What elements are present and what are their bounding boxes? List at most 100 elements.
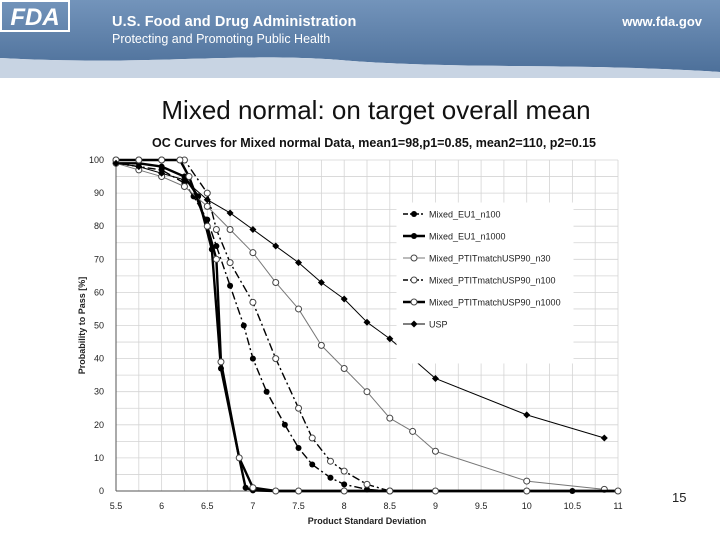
data-point xyxy=(340,295,348,303)
y-tick-label: 30 xyxy=(94,387,104,397)
legend-label: Mixed_EU1_n1000 xyxy=(429,232,506,242)
legend-swatch-marker xyxy=(410,254,418,262)
data-point xyxy=(281,421,288,428)
y-tick-label: 90 xyxy=(94,188,104,198)
y-tick-label: 40 xyxy=(94,354,104,364)
data-point xyxy=(185,173,193,181)
data-point xyxy=(263,388,270,395)
data-point xyxy=(249,355,256,362)
data-point xyxy=(180,182,188,190)
data-point xyxy=(431,447,439,455)
data-point xyxy=(295,404,303,412)
data-point xyxy=(341,481,348,488)
legend-swatch-marker xyxy=(411,233,417,239)
data-point xyxy=(212,255,220,263)
data-point xyxy=(326,457,334,465)
y-axis-label: Probability to Pass [%] xyxy=(77,277,87,375)
legend-label: Mixed_PTITmatchUSP90_n100 xyxy=(429,276,556,286)
x-tick-label: 10 xyxy=(522,501,532,511)
data-point xyxy=(249,249,257,257)
chart-title: OC Curves for Mixed normal Data, mean1=9… xyxy=(152,136,596,150)
data-point xyxy=(295,444,302,451)
data-point xyxy=(386,414,394,422)
data-point xyxy=(409,427,417,435)
data-point xyxy=(523,487,531,495)
data-point xyxy=(249,226,257,234)
data-point xyxy=(226,259,234,267)
data-point xyxy=(249,484,257,492)
data-point xyxy=(249,298,257,306)
data-point xyxy=(226,209,234,217)
data-point xyxy=(295,487,303,495)
website-link[interactable]: www.fda.gov xyxy=(622,14,702,29)
x-tick-label: 5.5 xyxy=(110,501,123,511)
data-point xyxy=(272,487,280,495)
series-5 xyxy=(112,156,622,495)
data-point xyxy=(614,487,622,495)
data-point xyxy=(363,318,371,326)
legend-label: Mixed_PTITmatchUSP90_n30 xyxy=(429,254,551,264)
x-tick-label: 6.5 xyxy=(201,501,214,511)
data-point xyxy=(158,169,166,177)
agency-name: U.S. Food and Drug Administration xyxy=(112,14,357,30)
data-point xyxy=(135,156,143,164)
data-point xyxy=(386,335,394,343)
data-point xyxy=(295,259,303,267)
data-point xyxy=(523,477,531,485)
data-point xyxy=(203,189,211,197)
data-point xyxy=(212,226,220,234)
data-point xyxy=(340,487,348,495)
x-axis-label: Product Standard Deviation xyxy=(308,516,427,526)
legend-swatch-marker xyxy=(411,211,417,217)
x-tick-label: 8.5 xyxy=(384,501,397,511)
banner-background xyxy=(0,0,720,78)
x-tick-label: 6 xyxy=(159,501,164,511)
data-point xyxy=(600,434,608,442)
data-point xyxy=(158,163,165,170)
x-tick-label: 8 xyxy=(342,501,347,511)
data-point xyxy=(340,365,348,373)
data-point xyxy=(272,355,280,363)
data-point xyxy=(523,411,531,419)
y-tick-label: 10 xyxy=(94,453,104,463)
data-point xyxy=(227,282,234,289)
y-tick-label: 100 xyxy=(89,155,104,165)
series-line xyxy=(115,162,390,492)
data-point xyxy=(272,242,280,250)
fda-logo-icon: FDA xyxy=(0,0,70,32)
data-point xyxy=(242,484,249,491)
slide-title: Mixed normal: on target overall mean xyxy=(161,95,591,125)
data-point xyxy=(240,322,247,329)
x-tick-label: 7 xyxy=(250,501,255,511)
x-tick-label: 9.5 xyxy=(475,501,488,511)
x-tick-label: 7.5 xyxy=(292,501,305,511)
data-point xyxy=(317,278,325,286)
data-point xyxy=(226,226,234,234)
legend-label: Mixed_PTITmatchUSP90_n1000 xyxy=(429,298,561,308)
y-tick-label: 70 xyxy=(94,254,104,264)
data-point xyxy=(327,474,334,481)
y-tick-label: 80 xyxy=(94,221,104,231)
data-point xyxy=(213,243,220,250)
x-tick-label: 9 xyxy=(433,501,438,511)
legend-label: USP xyxy=(429,320,448,330)
data-point xyxy=(340,467,348,475)
legend-label: Mixed_EU1_n100 xyxy=(429,210,501,220)
data-point xyxy=(272,278,280,286)
agency-tagline: Protecting and Promoting Public Health xyxy=(112,32,331,46)
page-number: 15 xyxy=(672,490,687,505)
data-point xyxy=(308,434,316,442)
data-point xyxy=(386,487,394,495)
y-tick-label: 0 xyxy=(99,486,104,496)
data-point xyxy=(317,341,325,349)
y-tick-label: 60 xyxy=(94,287,104,297)
y-tick-label: 20 xyxy=(94,420,104,430)
data-point xyxy=(235,454,243,462)
data-point xyxy=(295,305,303,313)
data-point xyxy=(431,374,439,382)
data-point xyxy=(176,156,184,164)
fda-header-banner: FDA U.S. Food and Drug Administration Pr… xyxy=(0,0,720,78)
legend-box xyxy=(396,202,574,364)
data-point xyxy=(112,159,120,167)
